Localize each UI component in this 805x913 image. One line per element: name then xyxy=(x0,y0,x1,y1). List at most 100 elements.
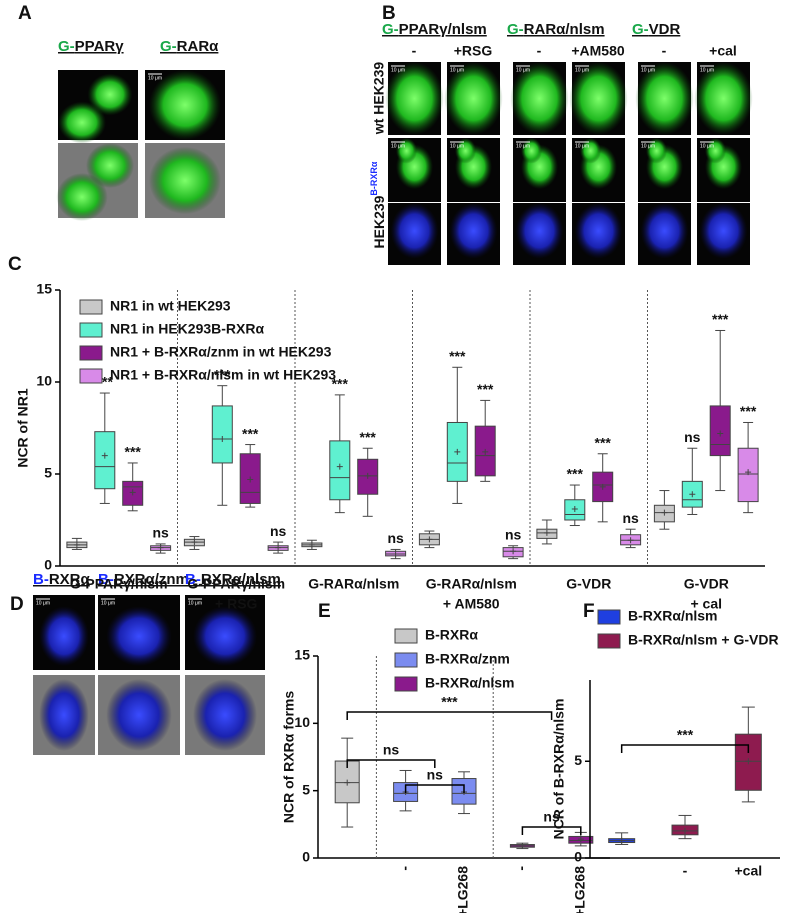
micrograph xyxy=(33,675,95,755)
row-label-superscript: B-RXRα xyxy=(369,161,379,195)
cell-signal xyxy=(520,138,543,164)
y-tick-label: 5 xyxy=(44,465,52,481)
y-tick-label: 0 xyxy=(44,557,52,573)
cell-signal xyxy=(193,606,257,667)
legend-label: B-RXRα/znm xyxy=(425,651,510,667)
panel-letter: B xyxy=(382,3,396,24)
significance-label: *** xyxy=(477,381,494,397)
header-name: PPARγ xyxy=(75,38,125,55)
scale-label: 10 μm xyxy=(575,143,589,149)
cell-signal xyxy=(645,138,668,164)
micrograph: 10 μm xyxy=(98,595,180,670)
panel-header: B-RXRα/nlsm xyxy=(185,571,281,588)
row-label: HEK239B-RXRα xyxy=(369,161,386,248)
x-tick-sublabel: + RSG xyxy=(215,596,258,612)
significance-label: *** xyxy=(332,376,349,392)
panel-letter: A xyxy=(18,3,32,24)
scale-label: 10 μm xyxy=(641,67,655,73)
micrograph xyxy=(98,675,180,755)
micrograph: 10 μm xyxy=(385,62,444,135)
panel-letter: F xyxy=(583,601,595,622)
box-mean xyxy=(191,539,198,546)
x-tick-label: - xyxy=(683,863,688,879)
panel-header: B-RXRα xyxy=(33,571,90,588)
header-name: RARα xyxy=(177,38,219,55)
micrograph xyxy=(638,203,691,265)
panel-letter: D xyxy=(10,594,24,615)
micrograph xyxy=(388,203,441,265)
cell-signal xyxy=(39,606,89,667)
legend-label: NR1 + B-RXRα/nlsm in wt HEK293 xyxy=(110,367,336,383)
cell-signal xyxy=(385,62,444,135)
header-prefix: G- xyxy=(382,21,399,38)
y-axis-label: NCR of NR1 xyxy=(15,388,31,468)
box-mean xyxy=(392,551,399,558)
legend-swatch xyxy=(79,368,103,384)
micrograph: 10 μm xyxy=(444,62,503,135)
box-mean xyxy=(219,436,226,443)
legend-label: B-RXRα xyxy=(425,627,478,643)
micrograph: 10 μm xyxy=(513,138,566,202)
box-mean xyxy=(454,448,461,455)
micrograph: 10 μm xyxy=(145,70,225,140)
significance-bracket xyxy=(346,711,553,720)
cell-signal xyxy=(56,173,108,221)
condition-label: +RSG xyxy=(454,43,493,59)
y-axis-label: NCR of RXRα forms xyxy=(281,691,297,823)
box-mean xyxy=(543,529,550,536)
cell-signal xyxy=(640,203,689,259)
bracket-label: ns xyxy=(383,742,400,758)
micrograph: 10 μm xyxy=(388,138,441,202)
scale-label: 10 μm xyxy=(391,67,405,73)
cell-signal xyxy=(87,73,133,116)
cell-signal xyxy=(704,138,727,164)
panel-letter: E xyxy=(318,601,331,622)
cell-signal xyxy=(86,143,134,188)
significance-label: ns xyxy=(387,530,404,546)
header-prefix: G- xyxy=(58,38,75,55)
panel-header: G-PPARγ/nlsm xyxy=(382,21,487,38)
significance-label: ns xyxy=(684,429,701,445)
significance-label: *** xyxy=(595,434,612,450)
micrograph: 10 μm xyxy=(694,62,753,135)
significance-label: ns xyxy=(152,525,169,541)
micrograph xyxy=(58,70,138,144)
x-tick-label: +cal xyxy=(735,863,763,879)
micrograph xyxy=(447,203,500,265)
x-tick-label: +LG268 xyxy=(572,866,588,913)
cell-signal xyxy=(106,679,172,751)
legend-swatch xyxy=(79,345,103,361)
header-name: VDR xyxy=(649,21,681,38)
cell-signal xyxy=(395,138,418,164)
cell-signal xyxy=(579,138,602,164)
box-mean xyxy=(618,837,625,844)
y-tick-label: 5 xyxy=(302,781,310,797)
legend-swatch xyxy=(597,633,621,649)
legend-label: NR1 + B-RXRα/znm in wt HEK293 xyxy=(110,344,332,360)
box-mean xyxy=(426,536,433,543)
panel-header: G-RARα/nlsm xyxy=(507,21,605,38)
x-tick-sublabel: + AM580 xyxy=(443,596,500,612)
micrograph: 10 μm xyxy=(185,595,265,670)
scale-label: 10 μm xyxy=(516,143,530,149)
box-mean xyxy=(344,779,351,786)
bracket-label: ns xyxy=(427,767,444,783)
micrograph: 10 μm xyxy=(697,138,750,202)
x-tick-label: +LG268 xyxy=(455,866,471,913)
scale-label: 10 μm xyxy=(700,143,714,149)
scale-label: 10 μm xyxy=(188,600,202,606)
significance-bracket xyxy=(521,826,582,835)
y-tick-label: 10 xyxy=(294,714,310,730)
legend-swatch xyxy=(394,652,418,668)
box-mean xyxy=(336,463,343,470)
x-tick-label: - xyxy=(513,866,529,871)
cell-signal xyxy=(39,679,89,751)
micrograph: 10 μm xyxy=(569,62,628,135)
x-tick-label: G-VDR xyxy=(684,576,729,592)
legend-swatch xyxy=(394,628,418,644)
panel-header: G-PPARγ xyxy=(58,38,124,55)
legend-swatch xyxy=(394,676,418,692)
panel-letter: C xyxy=(8,254,22,275)
x-tick-label: - xyxy=(396,866,412,871)
box-mean xyxy=(661,509,668,516)
